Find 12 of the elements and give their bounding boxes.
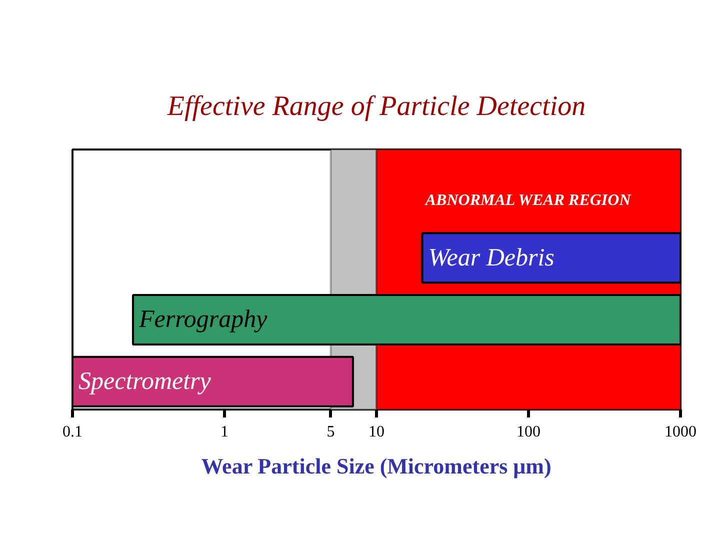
x-axis-title: Wear Particle Size (Micrometers μm)	[201, 454, 552, 478]
band-label: ABNORMAL WEAR REGION	[424, 192, 632, 210]
y-tick-label: Wear Debris	[428, 244, 554, 272]
chart-title: Effective Range of Particle Detection	[166, 91, 586, 122]
y-tick-label: Ferrography	[138, 306, 268, 334]
y-tick-label: Spectrometry	[78, 368, 212, 396]
x-tick-label: 0.1	[62, 424, 82, 440]
x-tick-label: 10	[368, 424, 384, 440]
x-tick-label: 100	[516, 424, 540, 440]
x-tick-label: 5	[326, 424, 335, 440]
x-tick-label: 1000	[664, 424, 696, 440]
x-tick-label: 1	[220, 424, 228, 440]
